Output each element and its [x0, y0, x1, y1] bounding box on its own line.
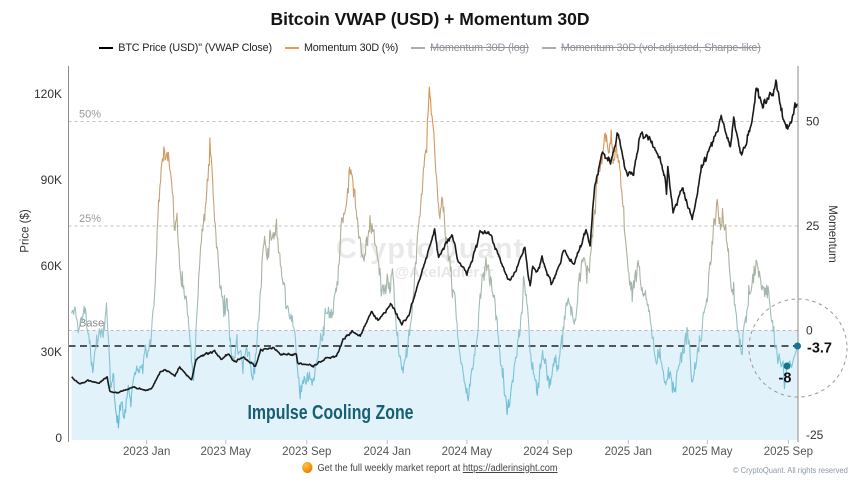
- svg-text:25%: 25%: [79, 213, 101, 225]
- svg-text:50: 50: [806, 115, 820, 129]
- svg-text:2024 May: 2024 May: [442, 446, 493, 458]
- svg-text:Impulse Cooling Zone: Impulse Cooling Zone: [248, 402, 414, 424]
- svg-text:0: 0: [806, 324, 813, 338]
- svg-text:2023 May: 2023 May: [201, 446, 252, 458]
- svg-text:120K: 120K: [34, 87, 62, 101]
- svg-text:50%: 50%: [79, 109, 101, 121]
- svg-text:2023 Sep: 2023 Sep: [282, 446, 331, 458]
- svg-text:2023 Jan: 2023 Jan: [123, 446, 170, 458]
- svg-text:2025 Jan: 2025 Jan: [605, 446, 652, 458]
- svg-text:25: 25: [806, 219, 820, 233]
- svg-text:0: 0: [55, 431, 62, 445]
- svg-text:90K: 90K: [41, 173, 62, 187]
- svg-text:2025 Sep: 2025 Sep: [764, 446, 813, 458]
- svg-text:-8: -8: [779, 371, 792, 387]
- svg-text:30K: 30K: [41, 345, 62, 359]
- svg-text:2024 Jan: 2024 Jan: [364, 446, 411, 458]
- svg-text:60K: 60K: [41, 259, 62, 273]
- svg-text:-3.7: -3.7: [807, 341, 832, 357]
- svg-text:2024 Sep: 2024 Sep: [523, 446, 572, 458]
- svg-text:-25: -25: [806, 428, 824, 442]
- svg-text:2025 May: 2025 May: [682, 446, 733, 458]
- svg-text:Base: Base: [79, 318, 104, 330]
